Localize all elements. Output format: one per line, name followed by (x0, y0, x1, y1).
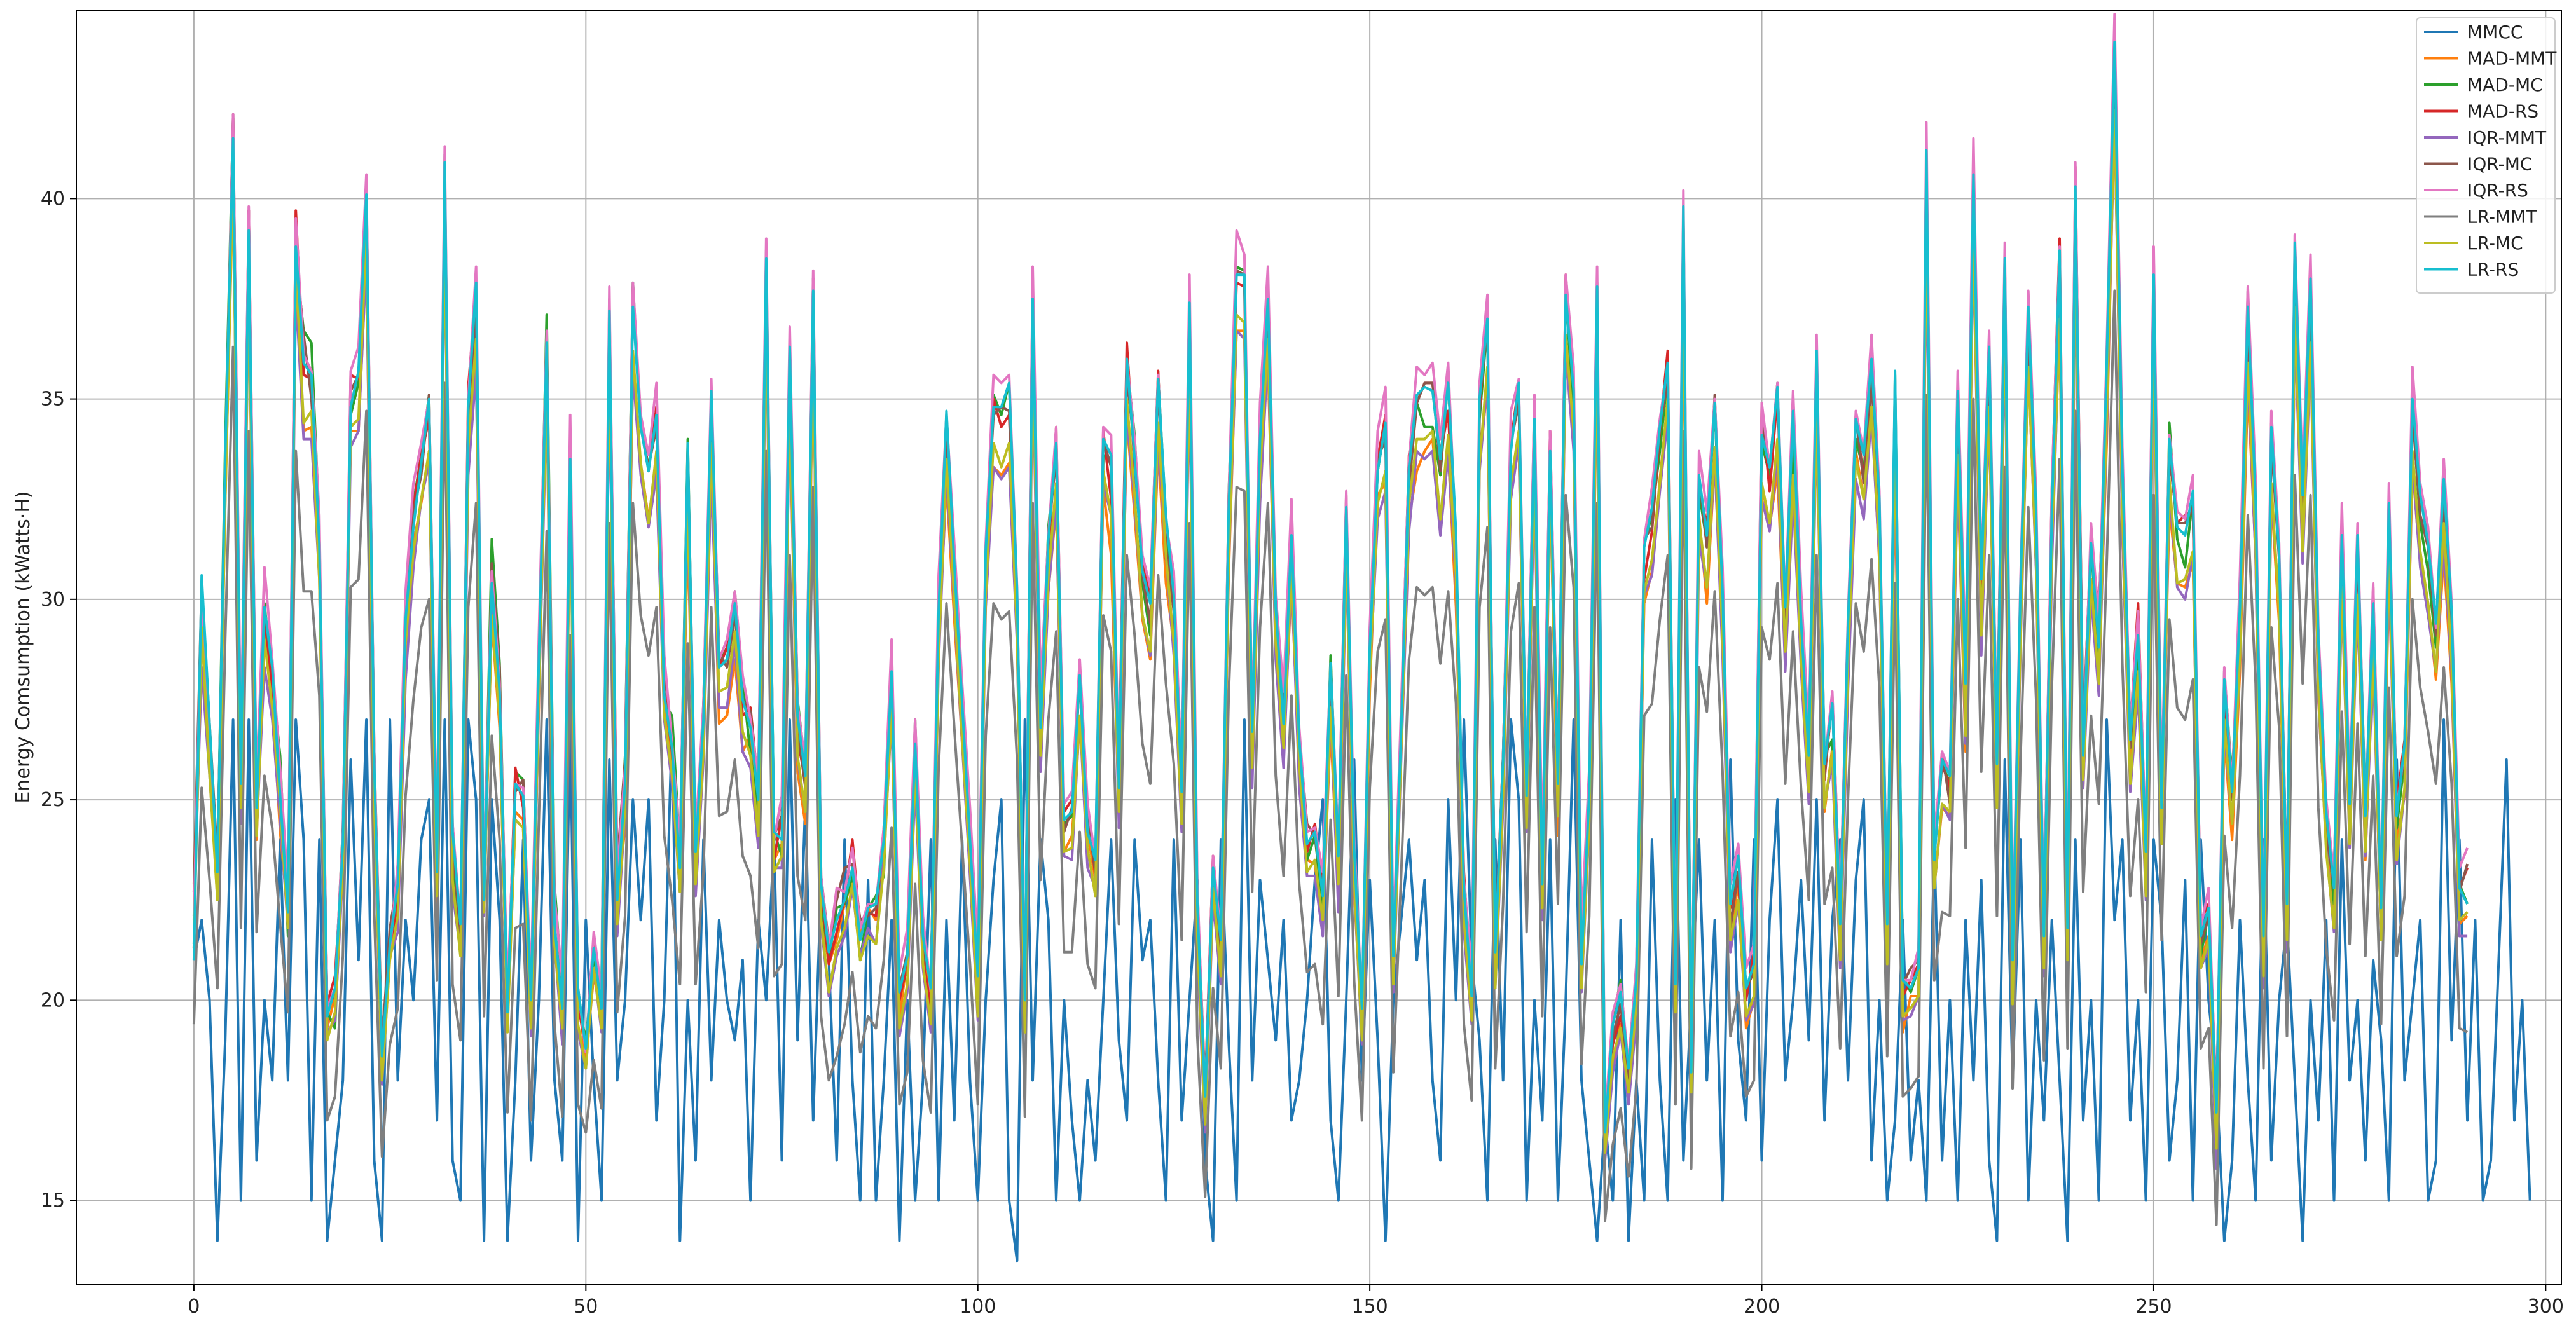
legend-label: IQR-MC (2467, 154, 2532, 175)
y-tick-label: 35 (41, 388, 65, 411)
legend-label: LR-MC (2467, 233, 2523, 254)
legend-label: LR-MMT (2467, 207, 2537, 228)
y-tick-label: 20 (41, 989, 65, 1011)
legend-label: MAD-MMT (2467, 48, 2557, 69)
x-tick-label: 300 (2528, 1296, 2564, 1318)
y-tick-label: 15 (41, 1190, 65, 1212)
plot-frame (76, 10, 2562, 1285)
x-tick-label: 0 (188, 1296, 200, 1318)
x-tick-label: 50 (574, 1296, 598, 1318)
x-tick-label: 200 (1744, 1296, 1780, 1318)
y-tick-label: 40 (41, 188, 65, 210)
legend-label: MMCC (2467, 22, 2523, 43)
y-axis: 15 20 25 30 35 40 (41, 188, 76, 1212)
legend-label: IQR-RS (2467, 180, 2528, 201)
y-tick-label: 30 (41, 589, 65, 611)
legend: MMCC MAD-MMT MAD-MC MAD-RS IQR-MMT IQR-MC IQR-… (2416, 17, 2557, 294)
y-axis-label: Energy Comsumption (kWatts·H) (12, 491, 34, 803)
legend-label: LR-RS (2467, 259, 2519, 280)
legend-label: IQR-MMT (2467, 127, 2547, 148)
x-tick-label: 100 (960, 1296, 996, 1318)
series-line-lr-mmt (192, 289, 2469, 1226)
legend-box (2416, 17, 2556, 294)
legend-label: MAD-RS (2467, 101, 2538, 122)
series-line-lr-rs (192, 41, 2469, 1134)
x-tick-label: 250 (2135, 1296, 2172, 1318)
x-axis: 0 50 100 150 200 250 300 (188, 1285, 2564, 1318)
series-lines (192, 13, 2531, 1263)
y-tick-label: 25 (41, 789, 65, 811)
legend-label: MAD-MC (2467, 74, 2543, 95)
x-tick-label: 150 (1351, 1296, 1388, 1318)
